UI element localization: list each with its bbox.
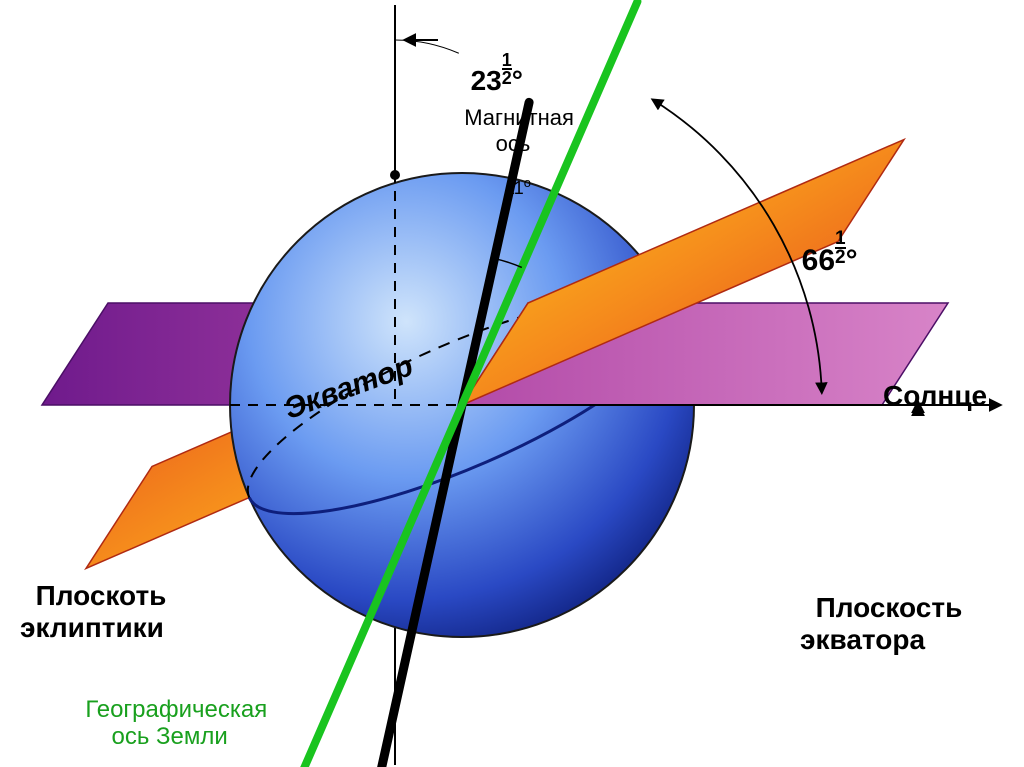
magnetic-angle-label: 11o	[495, 155, 531, 198]
sun-label: Солнце	[883, 380, 987, 412]
equator-plane-label: Плоскость экватора	[800, 560, 962, 689]
geographic-axis-label: Географическая ось Земли	[72, 668, 267, 767]
pole-dot	[390, 170, 400, 180]
diagram-stage: 2312° Магнитная ось 11o 6612° Солнце Экв…	[0, 0, 1024, 767]
large-angle-label: 6612°	[785, 195, 858, 278]
tilt-angle-arc	[395, 40, 459, 53]
ecliptic-plane-label: Плоскоть эклиптики	[20, 548, 166, 677]
